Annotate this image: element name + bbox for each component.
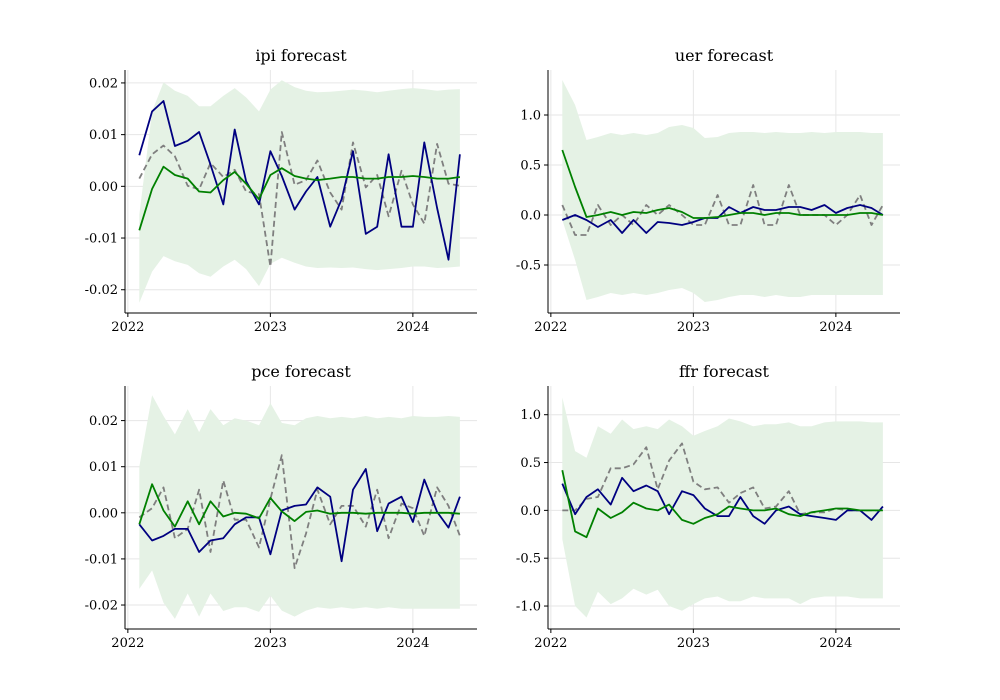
uer-forecast-line (561, 204, 884, 234)
pce-mean-line (138, 483, 460, 528)
y-tick-label: 0.0 (520, 209, 541, 224)
ipi-mean-line (138, 165, 461, 231)
x-tick-label: 2023 (677, 636, 710, 651)
y-tick-label: 1.0 (520, 109, 541, 124)
y-tick-label: 1.0 (520, 408, 541, 423)
x-tick-label: 2024 (819, 320, 852, 335)
chart-title: pce forecast (251, 362, 351, 381)
y-tick-label: 0.01 (89, 460, 118, 475)
y-tick-label: -0.02 (85, 599, 118, 614)
confidence-band (562, 80, 883, 302)
y-tick-label: -0.5 (516, 552, 541, 567)
ffr-forecast-chart: ffr forecast 1.0 0.5 0.0 -0.5 -1.0 2022 2023 202… (516, 362, 900, 651)
x-tick-label: 2024 (819, 636, 852, 651)
x-tick-label: 2022 (111, 636, 144, 651)
x-tick-label: 2023 (254, 320, 287, 335)
y-tick-label: 0.5 (520, 159, 541, 174)
uer-forecast-chart: uer forecast 1.0 0.5 0.0 -0.5 2022 2023 2024 (516, 46, 900, 335)
x-tick-label: 2023 (254, 636, 287, 651)
y-tick-label: -0.01 (85, 232, 118, 247)
x-tick-label: 2022 (534, 320, 567, 335)
y-tick-label: 0.01 (89, 128, 118, 143)
y-tick-label: 0.5 (520, 456, 541, 471)
pce-forecast-chart: pce forecast 0.02 0.01 0.00 -0.01 -0.02 2022 20… (85, 362, 477, 651)
x-tick-label: 2024 (396, 636, 429, 651)
y-tick-label: -0.5 (516, 259, 541, 274)
pce-forecast-line (138, 468, 461, 563)
y-tick-label: 0.0 (520, 504, 541, 519)
y-tick-label: 0.00 (89, 180, 118, 195)
ffr-forecast-line (561, 476, 884, 525)
uer-actual-line (561, 184, 884, 236)
uer-mean-line (561, 149, 884, 219)
y-tick-label: 0.00 (89, 506, 118, 521)
y-tick-label: -0.02 (85, 283, 118, 298)
y-tick-label: 0.02 (89, 76, 118, 91)
ipi-forecast-line (138, 100, 461, 261)
ipi-forecast-chart: ipi forecast 0.02 0.01 0.00 -0.01 -0.02 2022 20… (85, 46, 477, 335)
x-tick-label: 2024 (396, 320, 429, 335)
chart-title: uer forecast (675, 46, 774, 65)
x-tick-label: 2022 (534, 636, 567, 651)
ffr-mean-line (561, 470, 883, 539)
chart-title: ipi forecast (255, 46, 347, 65)
pce-actual-line (138, 454, 461, 569)
y-tick-label: -0.01 (85, 552, 118, 567)
y-tick-label: -1.0 (516, 600, 541, 615)
chart-title: ffr forecast (679, 362, 769, 381)
ffr-actual-line (562, 442, 883, 516)
ipi-actual-line (138, 131, 461, 268)
y-tick-label: 0.02 (89, 414, 118, 429)
confidence-band (139, 395, 460, 619)
x-tick-label: 2022 (111, 320, 144, 335)
confidence-band (139, 80, 460, 303)
x-tick-label: 2023 (677, 320, 710, 335)
